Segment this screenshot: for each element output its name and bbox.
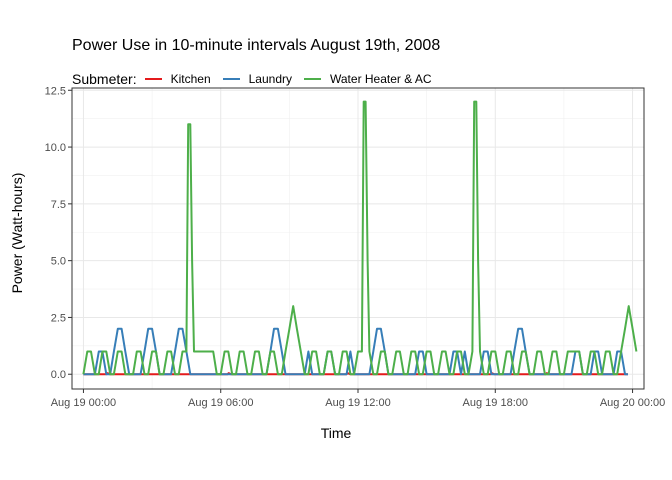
legend-entry-kitchen: Kitchen [144,72,211,86]
chart-title: Power Use in 10-minute intervals August … [72,37,441,54]
y-tick-label: 2.5 [51,312,66,324]
legend-key-laundry [222,78,240,80]
legend-label-laundry: Laundry [248,72,292,86]
legend-key-kitchen [144,78,162,80]
y-tick-label: 5.0 [51,256,66,268]
series-line-water-heater-ac [82,100,638,376]
x-tick-label: Aug 19 18:00 [463,397,528,409]
legend-title: Submeter: [72,71,137,87]
legend: Submeter: Kitchen Laundry Water Heater &… [72,71,444,87]
y-tick-label: 10.0 [45,142,66,154]
x-axis-title: Time [320,425,352,441]
x-tick-label: Aug 19 06:00 [188,397,253,409]
y-tick-label: 12.5 [45,85,66,97]
legend-entry-laundry: Laundry [222,72,292,86]
legend-key-water-heater-ac [304,78,321,80]
legend-label-water-heater-ac: Water Heater & AC [330,72,432,86]
legend-entry-water-heater-ac: Water Heater & AC [304,72,432,86]
y-tick-label: 7.5 [51,199,66,211]
series-line-laundry [83,327,628,376]
y-axis-title: Power (Watt-hours) [9,172,25,294]
x-tick-label: Aug 19 00:00 [51,397,116,409]
x-tick-label: Aug 19 12:00 [325,397,390,409]
y-tick-label: 0.0 [51,369,66,381]
legend-label-kitchen: Kitchen [170,72,211,86]
x-tick-label: Aug 20 00:00 [600,397,665,409]
